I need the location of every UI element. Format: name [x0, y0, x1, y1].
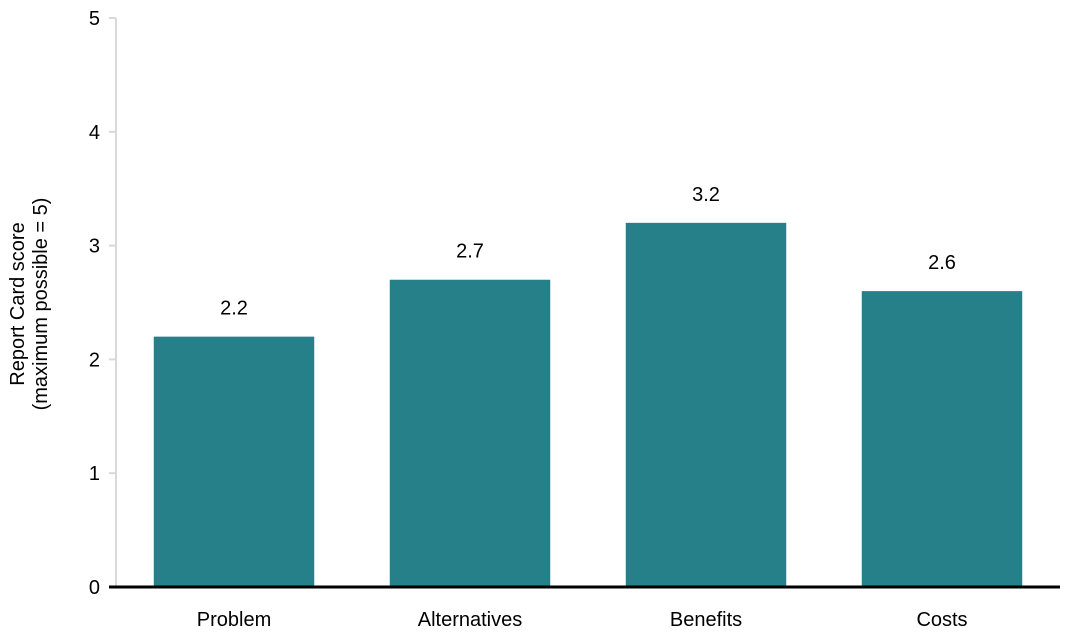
- y-tick-label: 4: [89, 122, 100, 144]
- y-axis-title: Report Card score (maximum possible = 5): [7, 198, 52, 411]
- y-tick-label: 2: [89, 349, 100, 371]
- y-axis: [109, 17, 117, 588]
- data-label-benefits: 3.2: [692, 184, 720, 206]
- category-label-alternatives: Alternatives: [418, 609, 523, 631]
- category-label-costs: Costs: [916, 609, 967, 631]
- y-tick-label: 1: [89, 463, 100, 485]
- y-tick-label: 5: [89, 8, 100, 30]
- y-tick-label: 0: [89, 577, 100, 599]
- data-label-alternatives: 2.7: [456, 241, 484, 263]
- bar-problem: [153, 336, 315, 587]
- y-tick-labels: 0 1 2 3 4 5: [89, 8, 100, 599]
- y-tick-label: 3: [89, 236, 100, 258]
- bar-alternatives: [389, 279, 551, 587]
- data-labels: 2.2 2.7 3.2 2.6: [220, 184, 956, 320]
- bar-benefits: [625, 222, 787, 587]
- y-axis-title-line1: Report Card score: [7, 222, 29, 385]
- y-axis-title-line2: (maximum possible = 5): [30, 198, 52, 411]
- bars: [153, 222, 1023, 587]
- category-label-benefits: Benefits: [670, 609, 742, 631]
- category-label-problem: Problem: [197, 609, 271, 631]
- category-labels: Problem Alternatives Benefits Costs: [197, 609, 968, 631]
- bar-costs: [861, 291, 1023, 587]
- data-label-problem: 2.2: [220, 298, 248, 320]
- data-label-costs: 2.6: [928, 252, 956, 274]
